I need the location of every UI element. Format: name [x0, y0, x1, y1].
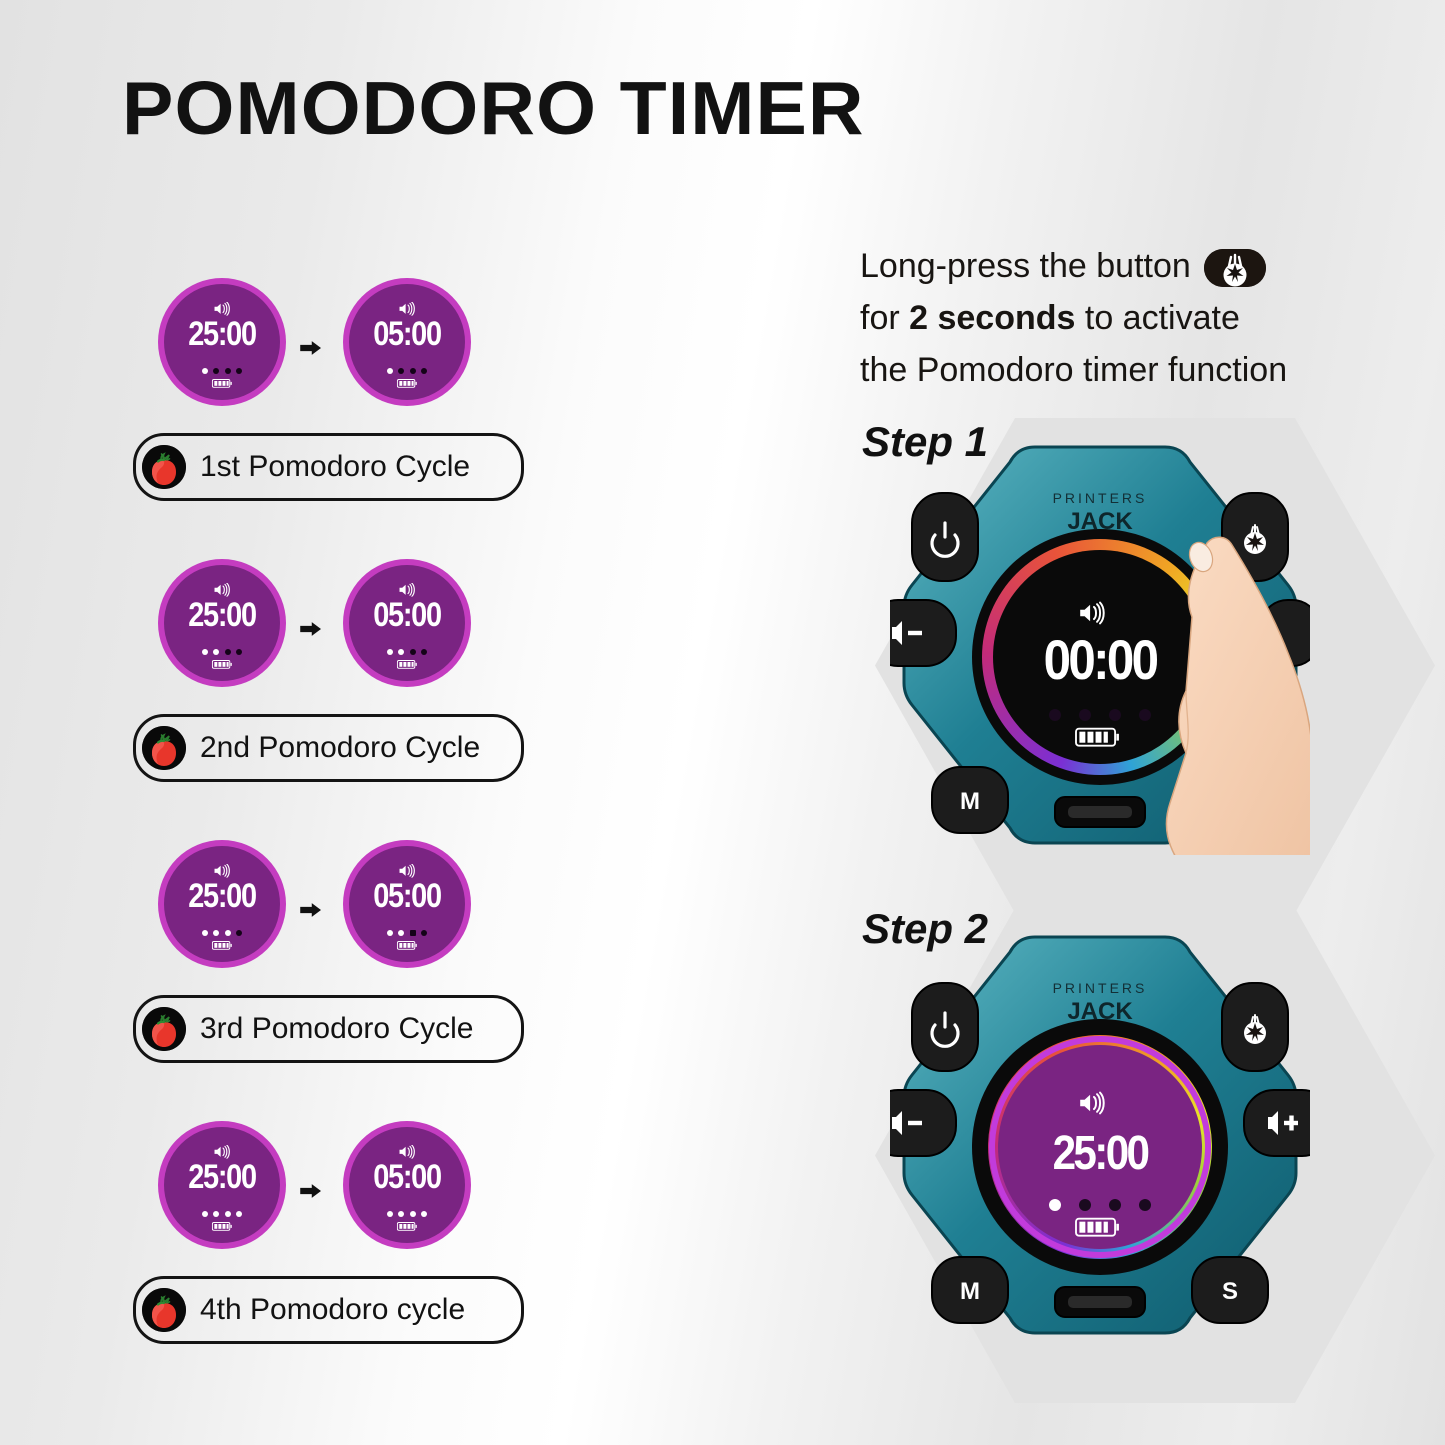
svg-text:PRINTERS: PRINTERS: [1053, 980, 1148, 996]
svg-text:PRINTERS: PRINTERS: [1053, 490, 1148, 506]
svg-text:M: M: [960, 788, 980, 815]
svg-text:S: S: [1222, 1278, 1238, 1305]
svg-text:M: M: [960, 1278, 980, 1305]
svg-text:00:00: 00:00: [1044, 629, 1158, 692]
svg-text:25:00: 25:00: [1053, 1125, 1149, 1179]
svg-text:S: S: [1222, 788, 1238, 815]
